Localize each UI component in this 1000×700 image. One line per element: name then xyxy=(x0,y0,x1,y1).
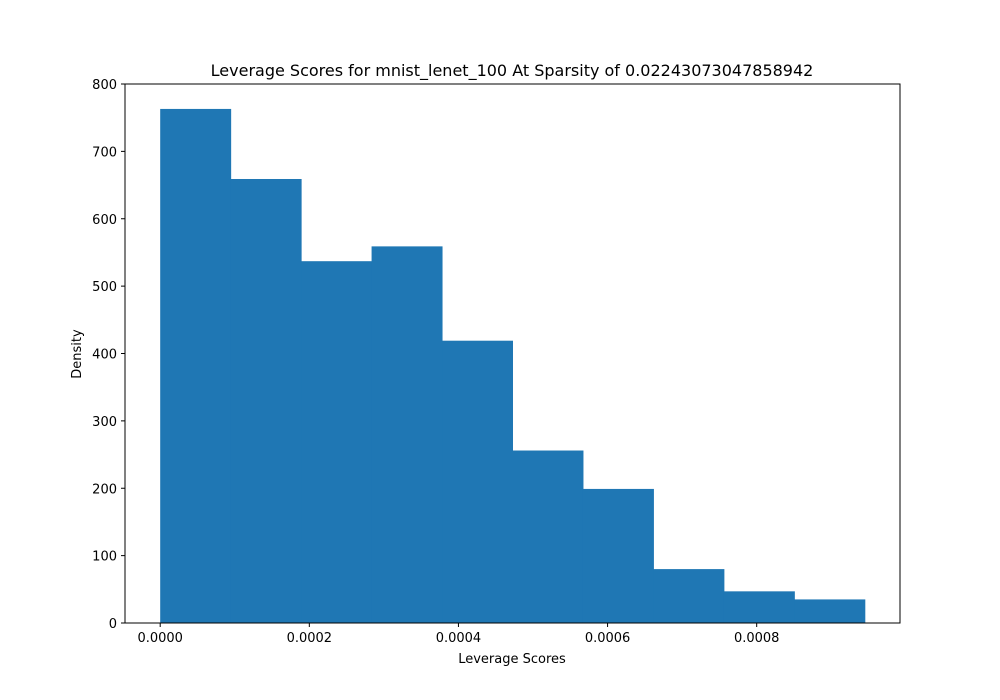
y-axis-ticks: 0 100 200 300 400 500 600 700 800 xyxy=(92,78,125,632)
y-axis-label: Density xyxy=(70,329,85,379)
chart-title: Leverage Scores for mnist_lenet_100 At S… xyxy=(211,61,814,81)
x-tick-label-1: 0.0002 xyxy=(287,631,333,646)
y-tick-label-7: 700 xyxy=(92,145,117,160)
histogram-bar-8 xyxy=(724,591,795,623)
x-axis-ticks: 0.0000 0.0002 0.0004 0.0006 0.0008 xyxy=(137,623,779,646)
histogram-bar-6 xyxy=(583,489,654,623)
y-tick-label-3: 300 xyxy=(92,415,117,430)
x-tick-label-0: 0.0000 xyxy=(137,631,183,646)
histogram-bar-2 xyxy=(301,261,372,623)
histogram-bar-5 xyxy=(513,451,584,623)
y-tick-label-2: 200 xyxy=(92,482,117,497)
y-tick-label-1: 100 xyxy=(92,550,117,565)
histogram-bar-3 xyxy=(372,246,443,623)
histogram-bar-0 xyxy=(160,109,231,623)
y-tick-label-0: 0 xyxy=(109,617,117,632)
y-tick-label-5: 500 xyxy=(92,280,117,295)
x-axis-label: Leverage Scores xyxy=(458,652,566,667)
x-tick-label-2: 0.0004 xyxy=(436,631,482,646)
histogram-bar-7 xyxy=(653,569,724,623)
y-tick-label-8: 800 xyxy=(92,78,117,93)
histogram-bar-9 xyxy=(794,599,865,623)
histogram-bar-4 xyxy=(442,341,513,623)
histogram-bar-1 xyxy=(231,179,302,623)
y-tick-label-6: 600 xyxy=(92,213,117,228)
y-tick-label-4: 400 xyxy=(92,348,117,363)
x-tick-label-3: 0.0006 xyxy=(585,631,631,646)
x-tick-label-4: 0.0008 xyxy=(734,631,780,646)
bars-group xyxy=(160,109,865,623)
